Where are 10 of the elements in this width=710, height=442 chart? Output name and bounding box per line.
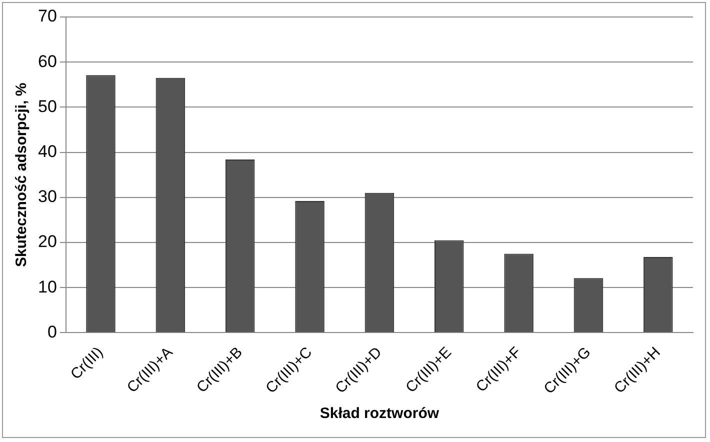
y-tick-label: 60: [38, 52, 57, 71]
y-tick-label: 0: [47, 322, 57, 342]
y-axis-title: Skuteczność adsorpcji, %: [13, 82, 30, 267]
y-tick-label: 40: [38, 142, 57, 161]
y-tick-label: 70: [38, 6, 57, 26]
y-tick-label: 30: [38, 187, 57, 206]
x-axis-title: Skład roztworów: [320, 405, 440, 422]
y-tick-label: 20: [38, 232, 57, 252]
y-tick-label: 10: [38, 277, 57, 296]
y-tick-label: 50: [38, 96, 57, 116]
